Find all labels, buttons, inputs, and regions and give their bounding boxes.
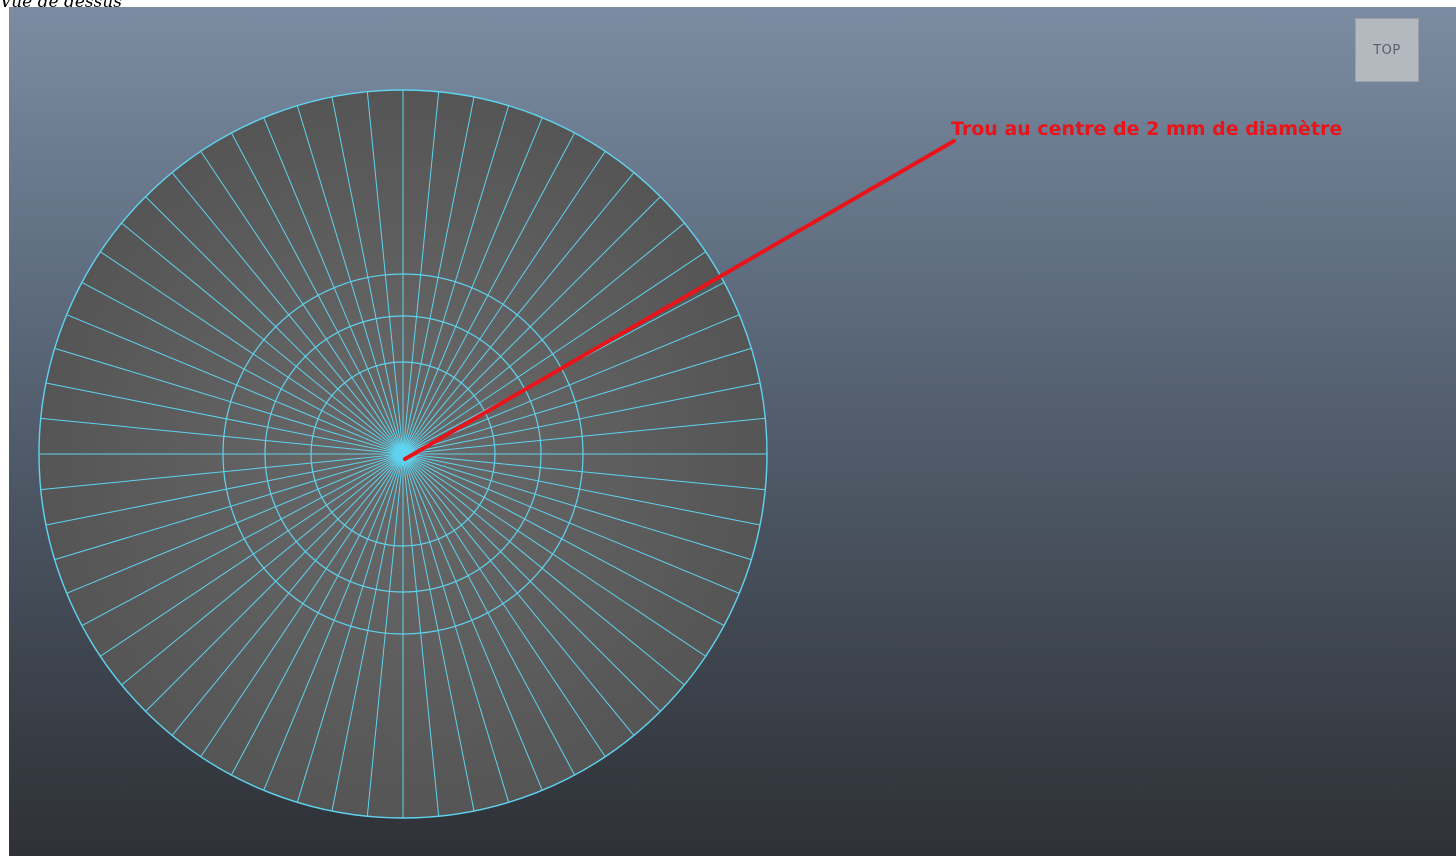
radial-edge xyxy=(81,281,404,455)
page-caption: Vue de dessus xyxy=(0,0,123,12)
radial-edge xyxy=(100,453,404,657)
radial-edge xyxy=(200,453,404,757)
radial-edge xyxy=(402,196,661,455)
radial-edge xyxy=(402,172,635,455)
annotation-leader-line xyxy=(403,139,956,461)
radial-edge xyxy=(402,453,606,757)
radial-edge xyxy=(171,453,404,736)
radial-edge xyxy=(296,105,404,455)
radial-edges xyxy=(39,90,767,818)
radial-edge xyxy=(402,105,510,455)
radial-edge xyxy=(366,91,404,455)
radial-edge xyxy=(402,453,740,594)
radial-edge xyxy=(402,453,576,776)
ring-edge xyxy=(222,273,584,635)
radial-edge xyxy=(402,453,752,561)
disc-mesh[interactable] xyxy=(9,7,1456,856)
radial-edge xyxy=(66,453,404,594)
radial-edge xyxy=(402,91,440,455)
radial-edge xyxy=(121,222,404,455)
radial-edge xyxy=(40,453,404,491)
radial-edge xyxy=(402,117,543,455)
radial-edge xyxy=(230,132,404,455)
radial-edge xyxy=(121,453,404,686)
radial-edge xyxy=(230,453,404,776)
radial-edge xyxy=(171,172,404,455)
view-cube-top[interactable]: TOP xyxy=(1355,18,1419,82)
radial-edge xyxy=(402,453,543,791)
radial-edge xyxy=(402,453,475,812)
radial-edge xyxy=(366,453,404,817)
radial-edge xyxy=(402,314,740,455)
ring-edge xyxy=(264,315,542,593)
radial-edge xyxy=(402,453,725,627)
radial-edge xyxy=(402,453,661,712)
radial-edge xyxy=(402,453,766,491)
radial-edge xyxy=(402,382,761,455)
radial-edge xyxy=(331,453,404,812)
viewport-top-view[interactable]: TOP xyxy=(9,7,1456,856)
radial-edge xyxy=(331,96,404,455)
radial-edge xyxy=(402,453,635,736)
radial-edge xyxy=(100,251,404,455)
radial-edge xyxy=(263,117,404,455)
radial-edge xyxy=(54,453,404,561)
radial-edge xyxy=(402,417,766,455)
radial-edge xyxy=(54,347,404,455)
ring-edge xyxy=(310,361,496,547)
radial-edge xyxy=(402,453,510,803)
radial-edge xyxy=(45,453,404,526)
radial-edge xyxy=(402,96,475,455)
radial-edge xyxy=(402,453,761,526)
radial-edge xyxy=(402,132,576,455)
radial-edge xyxy=(296,453,404,803)
radial-edge xyxy=(402,222,685,455)
radial-edge xyxy=(81,453,404,627)
annotation-label: Trou au centre de 2 mm de diamètre xyxy=(951,118,1343,140)
radial-edge xyxy=(402,347,752,455)
radial-edge xyxy=(402,453,706,657)
radial-edge xyxy=(45,382,404,455)
radial-edge xyxy=(40,417,404,455)
radial-edge xyxy=(145,196,404,455)
radial-edge xyxy=(402,453,685,686)
radial-edge xyxy=(402,251,706,455)
ring-edges xyxy=(222,273,584,635)
radial-edge xyxy=(402,453,440,817)
radial-edge xyxy=(66,314,404,455)
outer-edge xyxy=(38,89,768,819)
radial-edge xyxy=(145,453,404,712)
radial-edge xyxy=(263,453,404,791)
radial-edge xyxy=(402,151,606,455)
radial-edge xyxy=(200,151,404,455)
